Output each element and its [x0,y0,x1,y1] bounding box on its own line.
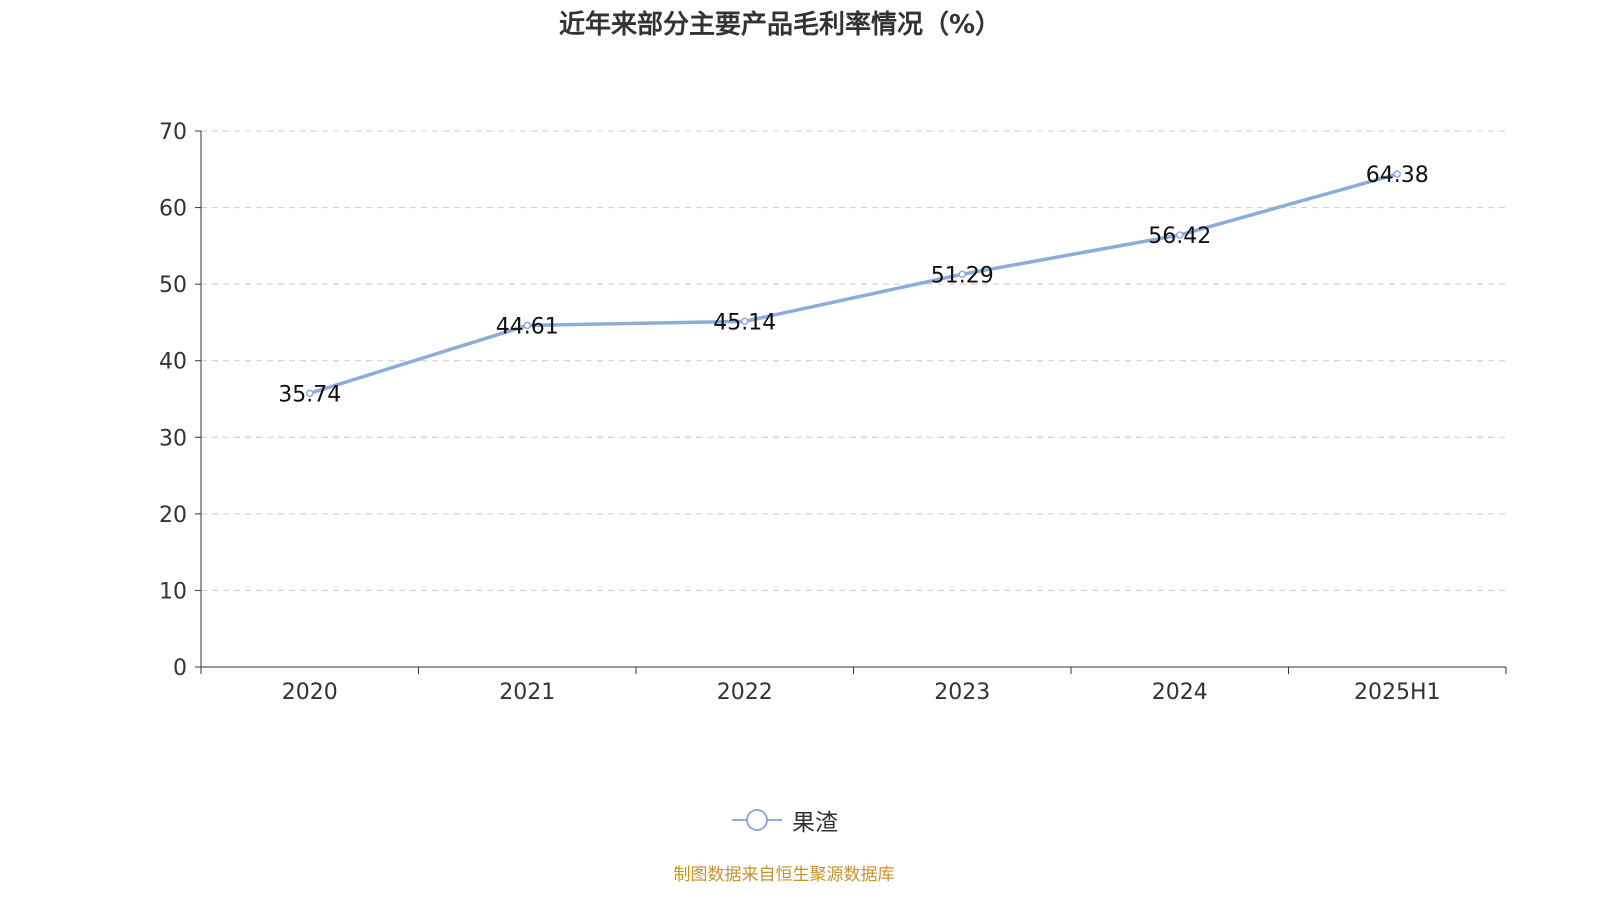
data-point [523,321,531,330]
x-tick-label: 2020 [282,680,338,705]
data-point [1393,170,1401,178]
legend-line-circle-icon [732,809,782,831]
y-tick-label: 60 [159,197,187,222]
legend-label: 果渣 [792,810,838,836]
data-point [306,389,314,398]
y-tick-label: 70 [159,120,187,145]
x-tick-label: 2024 [1152,680,1208,705]
chart-title: 近年来部分主要产品毛利率情况（%） [558,10,1002,40]
data-label: 64.38 [1366,163,1429,188]
x-tick-label: 2025H1 [1354,680,1441,705]
y-tick-label: 10 [159,579,187,604]
data-label: 51.29 [931,263,994,288]
data-point [958,270,966,279]
data-label: 56.42 [1148,224,1211,249]
x-tick-label: 2021 [499,680,555,705]
y-tick-label: 0 [173,656,187,681]
source-note: 制图数据来自恒生聚源数据库 [673,865,895,885]
legend[interactable]: 果渣 [732,803,838,837]
series-line [309,172,1398,396]
y-tick-label: 50 [159,273,187,298]
x-tick-label: 2023 [934,680,990,705]
data-label: 44.61 [496,314,559,339]
data-point [1176,231,1184,239]
y-tick-label: 30 [159,426,187,451]
data-label: 45.14 [713,310,776,335]
y-tick-label: 40 [159,350,187,375]
data-label: 35.74 [278,382,341,407]
y-tick-label: 20 [159,503,187,528]
x-tick-label: 2022 [717,680,773,705]
data-point [741,317,749,326]
